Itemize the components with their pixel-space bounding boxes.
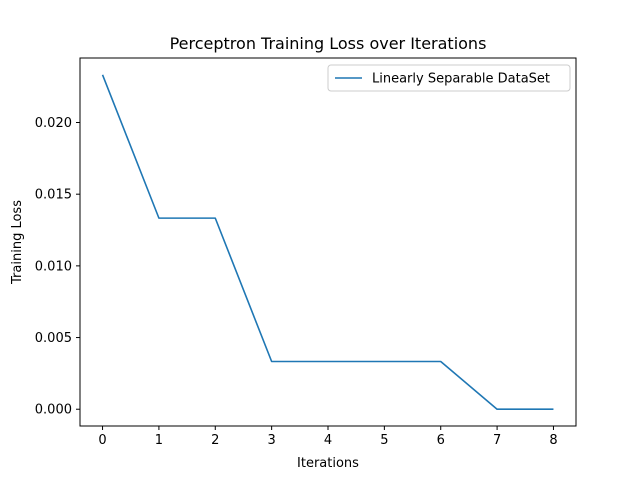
x-tick-label: 7 [493,433,501,448]
plot-frame [79,57,577,427]
legend-box [327,64,571,92]
legend-label: Linearly Separable DataSet [372,72,550,87]
y-tick-label: 0.010 [35,259,72,274]
x-tick-label: 4 [324,433,332,448]
x-tick-label: 0 [98,433,106,448]
y-tick-label: 0.005 [35,331,72,346]
chart-title: Perceptron Training Loss over Iterations [170,34,487,53]
x-tick-label: 5 [380,433,388,448]
y-tick-label: 0.015 [35,188,72,203]
x-axis-label: Iterations [297,456,359,471]
y-tick-label: 0.020 [35,116,72,131]
x-tick-label: 6 [437,433,445,448]
x-tick-label: 1 [155,433,163,448]
x-tick-label: 2 [211,433,219,448]
series-line [101,74,554,411]
x-tick-label: 3 [267,433,275,448]
plot-area: 0 1 2 3 4 5 6 7 8 0.000 0.005 0.010 0.015 0.020 Linear… [35,57,577,448]
x-tick-label: 8 [549,433,557,448]
y-axis-label: Training Loss [10,200,25,285]
y-tick-label: 0.000 [35,403,72,418]
